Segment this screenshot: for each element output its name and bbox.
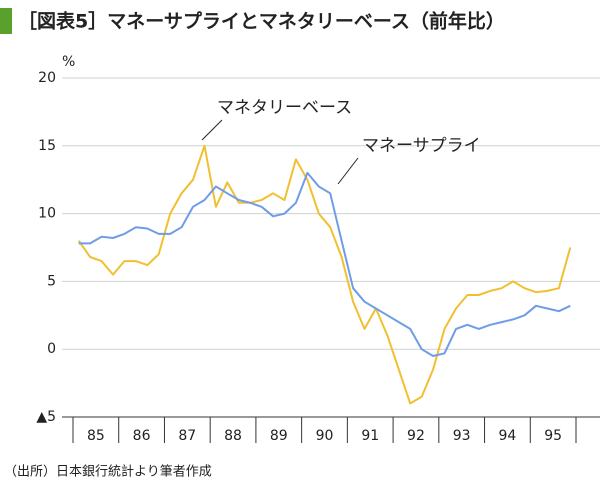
source-note: （出所）日本銀行統計より筆者作成 [4,464,212,480]
y-tick-label: 0 [47,341,56,357]
title-marker [0,8,12,34]
x-tick-label: 89 [270,428,288,444]
y-tick-label: 15 [38,138,56,154]
x-tick-label: 95 [544,428,562,444]
y-tick-label: 5 [47,273,56,289]
leader-line [337,157,359,185]
series-line [78,171,571,357]
x-tick-label: 93 [453,428,471,444]
x-tick-label: 92 [407,428,425,444]
y-axis-label: % [62,54,75,70]
leader-line [201,119,223,141]
x-tick-label: 91 [361,428,379,444]
x-tick-label: 88 [224,428,242,444]
y-tick-label: ▲5 [36,409,56,425]
y-tick-label: 10 [38,206,56,222]
x-tick-label: 85 [87,428,105,444]
series-label: マネタリーベース [217,98,352,118]
chart-title: ［図表5］マネーサプライとマネタリーベース（前年比） [18,10,505,33]
x-tick-label: 87 [178,428,196,444]
x-tick-label: 90 [316,428,334,444]
x-tick-label: 94 [498,428,516,444]
y-tick-label: 20 [38,70,56,86]
series-line [77,144,572,405]
series-label: マネーサプライ [362,136,481,156]
x-tick-label: 86 [133,428,151,444]
